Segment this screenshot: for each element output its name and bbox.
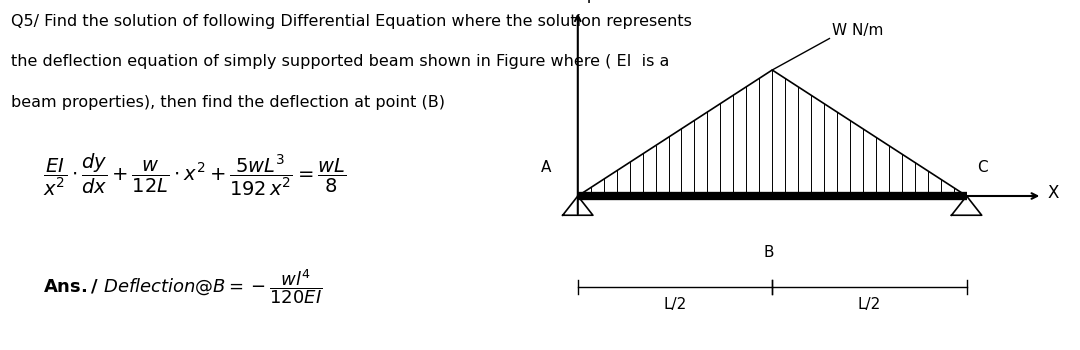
Text: Y: Y — [583, 0, 593, 7]
Text: X: X — [1048, 183, 1059, 202]
Text: Q5/ Find the solution of following Differential Equation where the solution repr: Q5/ Find the solution of following Diffe… — [11, 14, 691, 29]
Text: the deflection equation of simply supported beam shown in Figure where ( EI  is : the deflection equation of simply suppor… — [11, 54, 670, 69]
Text: B: B — [764, 245, 774, 260]
Text: C: C — [977, 161, 988, 175]
Text: beam properties), then find the deflection at point (B): beam properties), then find the deflecti… — [11, 94, 445, 110]
Text: $\dfrac{EI}{x^2} \cdot \dfrac{dy}{dx} + \dfrac{w}{12L} \cdot x^2 + \dfrac{5wL^3}: $\dfrac{EI}{x^2} \cdot \dfrac{dy}{dx} + … — [43, 152, 347, 198]
Text: A: A — [540, 161, 551, 175]
Text: W N/m: W N/m — [832, 23, 883, 38]
Text: L/2: L/2 — [858, 298, 881, 313]
Text: L/2: L/2 — [663, 298, 687, 313]
Text: $\mathbf{Ans./}\ \mathit{Deflection@B} = -\dfrac{wl^4}{120EI}$: $\mathbf{Ans./}\ \mathit{Deflection@B} =… — [43, 268, 323, 306]
